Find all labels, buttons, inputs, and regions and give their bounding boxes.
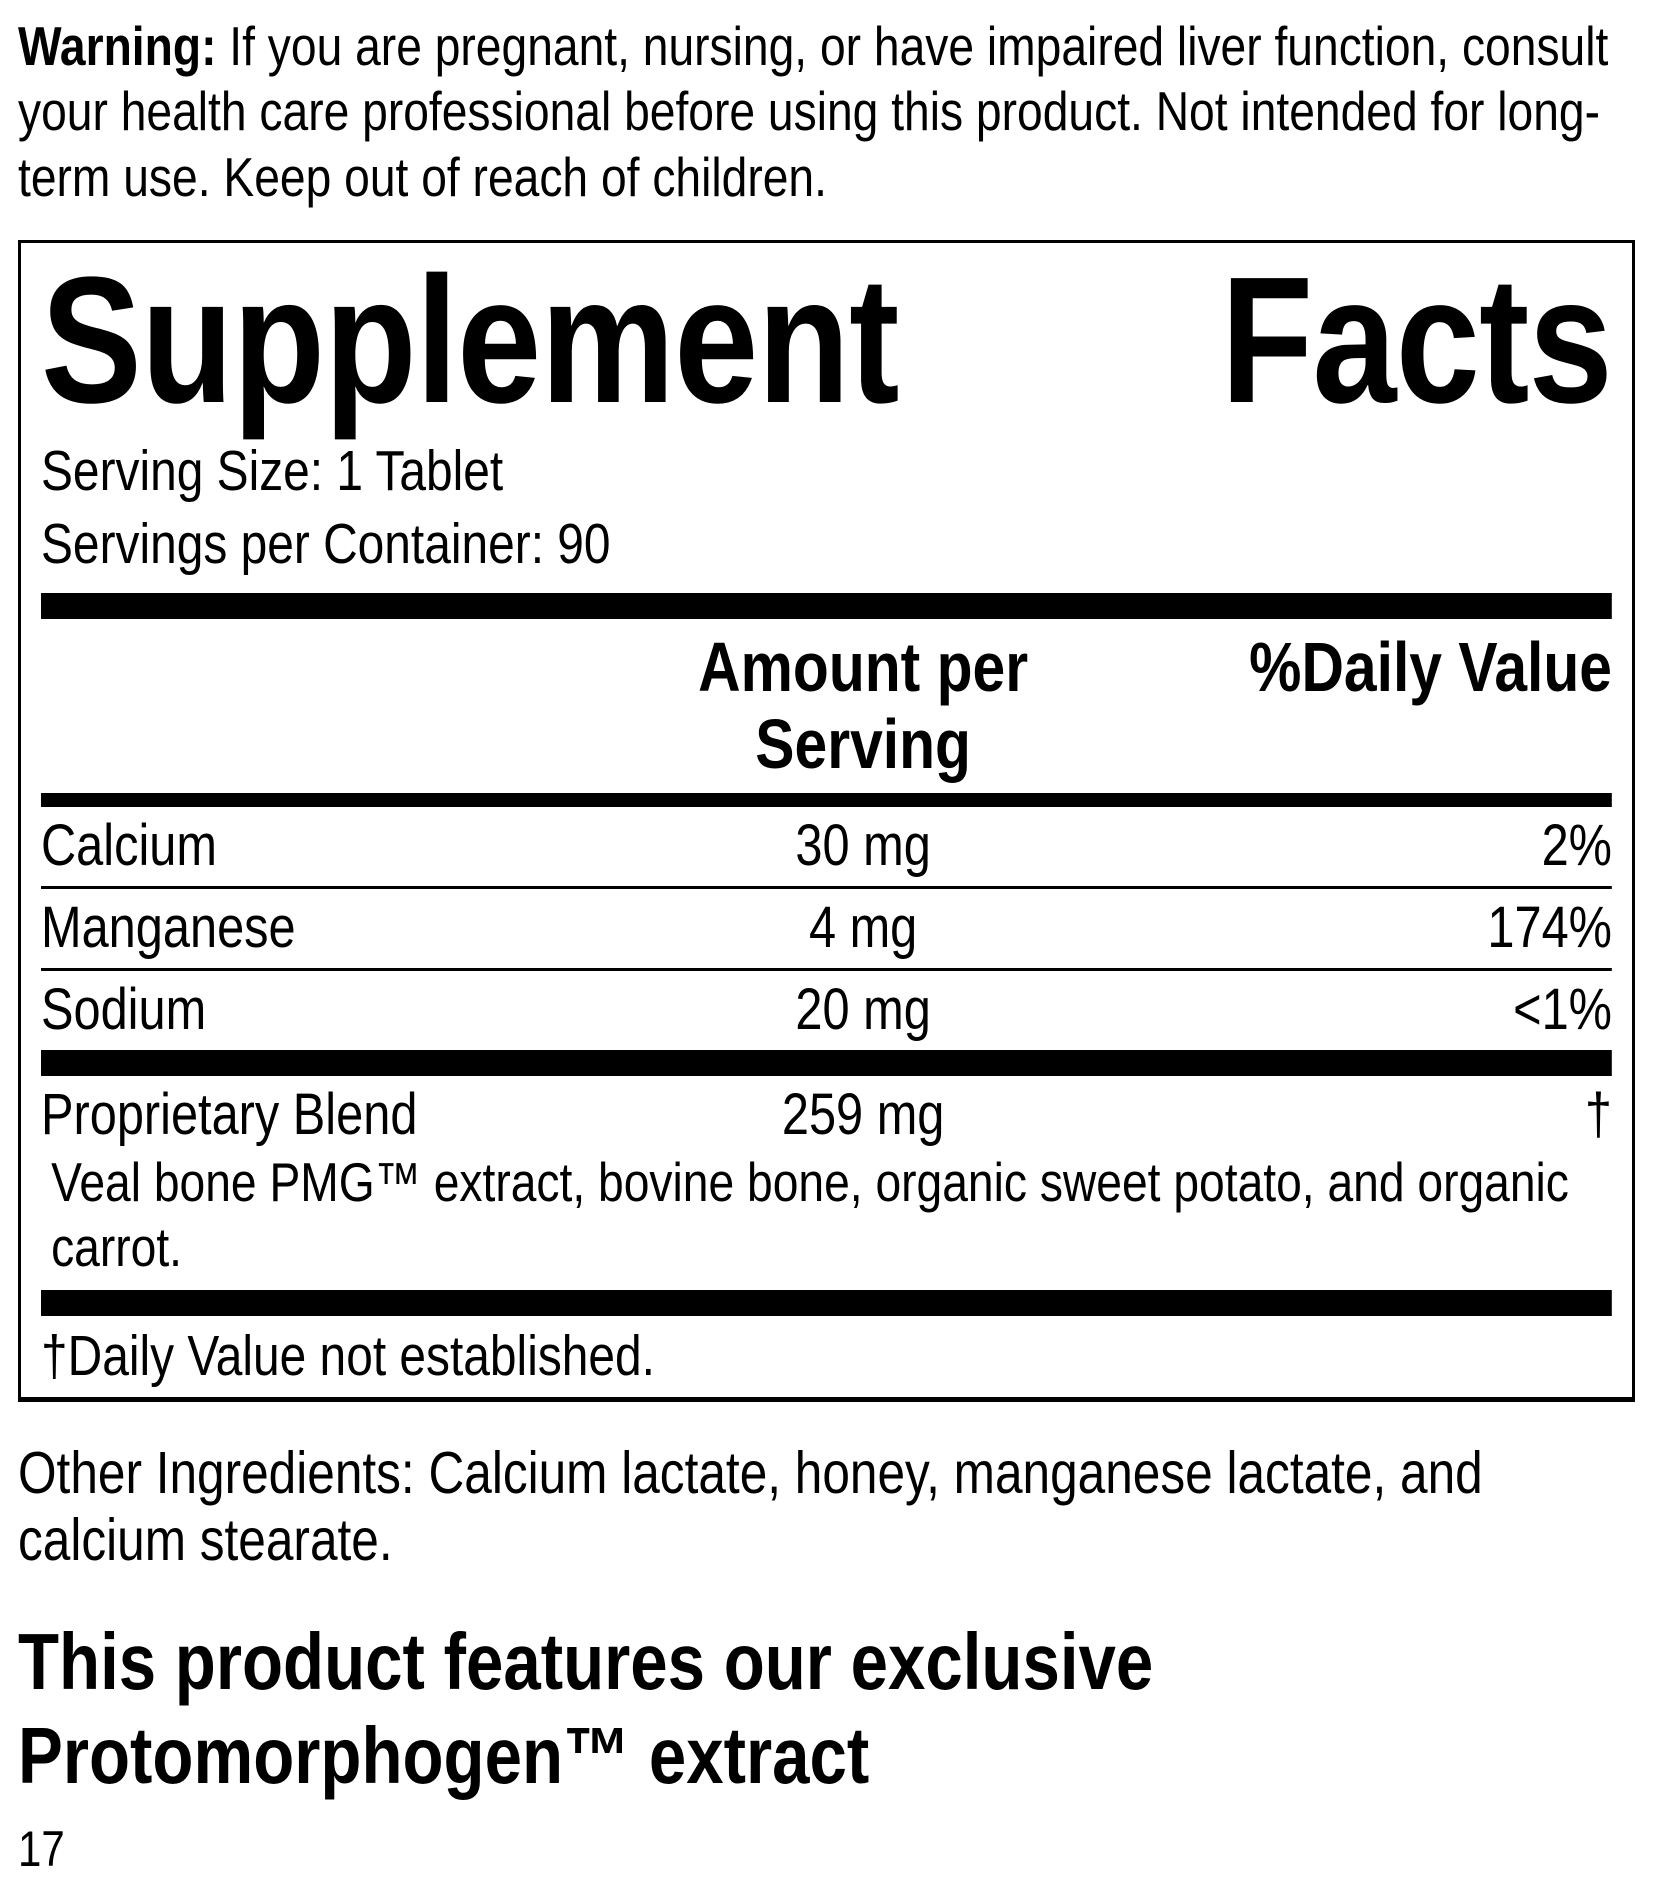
nutrient-daily-value: <1% [1513, 977, 1612, 1042]
table-row: Sodium 20 mg <1% [41, 968, 1612, 1050]
blend-daily-value: † [1584, 1081, 1612, 1147]
column-header-daily-value: %Daily Value [1249, 628, 1612, 707]
blend-amount: 259 mg [781, 1081, 945, 1147]
table-row: Manganese 4 mg 174% [41, 886, 1612, 968]
table-header: Amount per Serving %Daily Value [41, 619, 1612, 793]
page-number: 17 [18, 1821, 65, 1878]
separator-bar-header [41, 793, 1612, 808]
warning-body: If you are pregnant, nursing, or have im… [18, 15, 1609, 208]
nutrient-name: Sodium [41, 977, 207, 1042]
proprietary-blend-row: Proprietary Blend 259 mg † [41, 1076, 1612, 1150]
nutrient-amount: 20 mg [795, 977, 931, 1042]
daily-value-footnote: †Daily Value not established. [41, 1323, 655, 1388]
table-row: Calcium 30 mg 2% [41, 807, 1612, 886]
nutrient-name: Calcium [41, 813, 217, 879]
separator-bar-footnote [41, 1289, 1612, 1316]
nutrient-amount: 4 mg [808, 895, 918, 961]
panel-title: Supplement Facts [41, 240, 1613, 442]
separator-bar-blend [41, 1049, 1612, 1076]
column-header-amount: Amount per Serving [698, 628, 1029, 784]
nutrient-amount: 30 mg [795, 813, 931, 879]
nutrient-daily-value: 2% [1541, 813, 1612, 879]
other-ingredients-text: Other Ingredients: Calcium lactate, hone… [18, 1439, 1483, 1574]
blend-name: Proprietary Blend [41, 1081, 418, 1147]
separator-bar-top [41, 593, 1612, 620]
panel-content: Supplement Facts Serving Size: 1 Tablet … [41, 240, 1613, 1396]
nutrient-name: Manganese [41, 895, 296, 961]
warning-label: Warning: [18, 15, 217, 77]
serving-info: Serving Size: 1 Tablet Servings per Cont… [41, 435, 1612, 581]
warning-text: Warning: If you are pregnant, nursing, o… [18, 14, 1635, 210]
blend-description: Veal bone PMG™ extract, bovine bone, org… [51, 1150, 1569, 1278]
nutrient-daily-value: 174% [1487, 895, 1612, 961]
feature-heading: This product features our exclusive Prot… [18, 1617, 1154, 1801]
serving-size: Serving Size: 1 Tablet [41, 439, 504, 504]
supplement-facts-panel: Supplement Facts Serving Size: 1 Tablet … [18, 240, 1635, 1402]
servings-per-container: Servings per Container: 90 [41, 512, 611, 577]
